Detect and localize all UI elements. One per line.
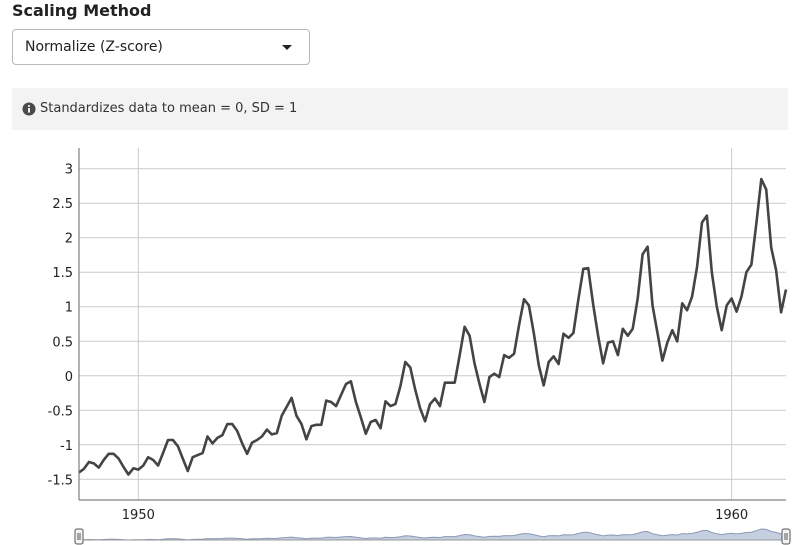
navigator-handle-body — [781, 528, 791, 545]
scaling-method-title: Scaling Method — [12, 1, 152, 20]
scaling-info-text: Standardizes data to mean = 0, SD = 1 — [40, 101, 298, 116]
scaled-series-chart[interactable]: 3 2.5 2 1.5 1 0.5 0 -0.5 -1 -1.5 1950 1960 — [0, 140, 800, 545]
info-circle-icon — [22, 102, 36, 116]
x-tick-label: 1950 — [122, 508, 155, 523]
scaling-info-box: Standardizes data to mean = 0, SD = 1 — [12, 88, 788, 130]
range-navigator[interactable] — [74, 528, 791, 545]
scaling-method-dropdown[interactable]: Normalize (Z-score) — [12, 29, 310, 65]
series-line — [78, 177, 788, 476]
y-tick-label: 1 — [65, 301, 73, 316]
navigator-handle-left[interactable] — [74, 528, 84, 545]
chart-axes: 3 2.5 2 1.5 1 0.5 0 -0.5 -1 -1.5 1950 1960 — [48, 148, 786, 523]
y-tick-label: 2 — [65, 232, 73, 247]
navigator-handle-body — [74, 528, 84, 545]
y-tick-label: 0 — [65, 370, 73, 385]
chart-grid — [79, 148, 786, 500]
caret-down-icon — [282, 45, 292, 50]
y-tick-label: -1.5 — [48, 473, 73, 488]
y-tick-label: 2.5 — [52, 197, 73, 212]
x-tick-label: 1960 — [715, 508, 748, 523]
navigator-handle-right[interactable] — [781, 528, 791, 545]
y-tick-label: 0.5 — [52, 335, 73, 350]
y-tick-label: -1 — [60, 439, 73, 454]
scaling-method-selected: Normalize (Z-score) — [25, 39, 163, 55]
y-tick-label: 3 — [65, 163, 73, 178]
chart-series-layer — [78, 177, 788, 476]
y-tick-label: -0.5 — [48, 404, 73, 419]
navigator-area — [78, 528, 787, 541]
y-tick-label: 1.5 — [52, 266, 73, 281]
